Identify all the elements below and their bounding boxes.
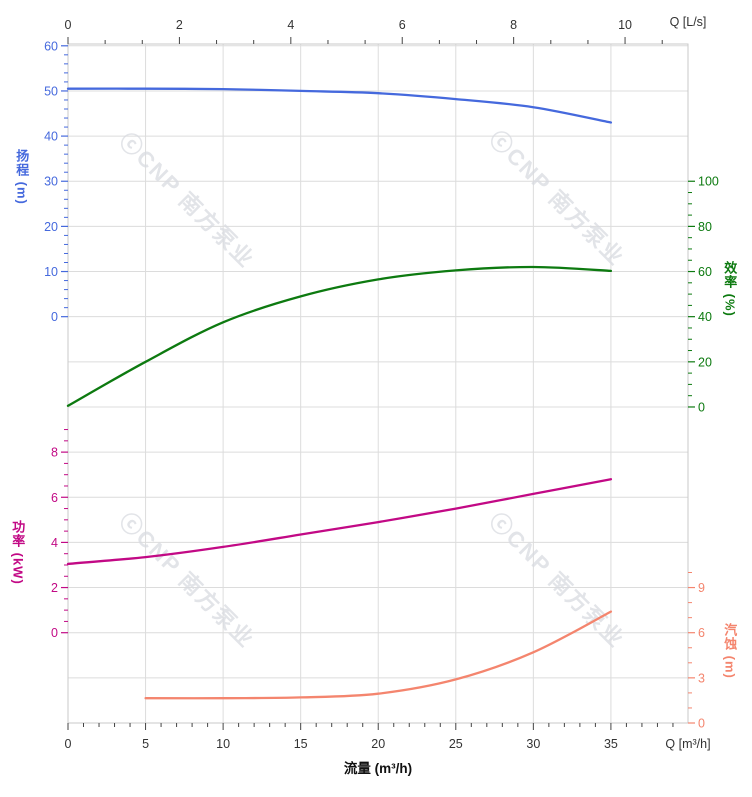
top-tick-label: 2 <box>176 18 183 32</box>
npsh-tick-label: 0 <box>698 717 705 731</box>
bottom-axis-unit-label: Q [m³/h] <box>665 737 711 751</box>
top-tick-label: 6 <box>399 18 406 32</box>
head-tick-label: 60 <box>44 39 58 53</box>
top-tick-label: 10 <box>618 18 632 32</box>
power-tick-label: 0 <box>51 626 58 640</box>
head-tick-label: 0 <box>51 310 58 324</box>
bottom-tick-label: 15 <box>294 737 308 751</box>
efficiency-curve <box>66 265 613 407</box>
watermark-layer: ⓒCNP 南方泵业 ⓒCNP 南方泵业 ⓒCNP 南方泵业 ⓒCNP 南方泵业 <box>114 126 629 653</box>
watermark-text: ⓒCNP 南方泵业 <box>114 128 259 273</box>
watermark-text: ⓒCNP 南方泵业 <box>114 508 259 653</box>
efficiency-tick-label: 100 <box>698 175 719 189</box>
flow-axis-title: 流量 (m³/h) <box>343 761 413 776</box>
head-tick-label: 20 <box>44 220 58 234</box>
top-tick-label: 4 <box>287 18 294 32</box>
top-tick-label: 8 <box>510 18 517 32</box>
head-axis-title: 扬程 (m) <box>14 149 30 205</box>
head-tick-label: 10 <box>44 265 58 279</box>
npsh-tick-label: 9 <box>698 581 705 595</box>
efficiency-axis-title: 效率 (%) <box>722 261 738 317</box>
npsh-tick-label: 6 <box>698 626 705 640</box>
power-curve <box>66 478 613 566</box>
bottom-tick-label: 35 <box>604 737 618 751</box>
bottom-tick-label: 20 <box>371 737 385 751</box>
power-tick-label: 4 <box>51 536 58 550</box>
top-tick-label: 0 <box>65 18 72 32</box>
efficiency-tick-label: 60 <box>698 265 712 279</box>
grid-layer <box>67 43 689 724</box>
efficiency-tick-label: 40 <box>698 310 712 324</box>
watermark-text: ⓒCNP 南方泵业 <box>484 126 629 271</box>
efficiency-tick-label: 80 <box>698 220 712 234</box>
bottom-tick-label: 10 <box>216 737 230 751</box>
power-axis-title: 功率 (kW) <box>10 520 26 585</box>
head-tick-label: 40 <box>44 130 58 144</box>
power-tick-label: 6 <box>51 491 58 505</box>
axis-layer: 0 2 4 6 8 100 5 10 15 20 25 30 350102030405060020406… <box>44 18 719 751</box>
head-tick-label: 30 <box>44 175 58 189</box>
power-tick-label: 2 <box>51 581 58 595</box>
npsh-tick-label: 3 <box>698 671 705 685</box>
head-tick-label: 50 <box>44 84 58 98</box>
head-curve <box>66 87 613 124</box>
bottom-tick-label: 5 <box>142 737 149 751</box>
bottom-tick-label: 25 <box>449 737 463 751</box>
power-tick-label: 8 <box>51 446 58 460</box>
npsh-axis-title: 汽蚀 (m) <box>722 623 738 679</box>
efficiency-tick-label: 20 <box>698 355 712 369</box>
watermark-text: ⓒCNP 南方泵业 <box>484 508 629 653</box>
curve-layer <box>66 87 613 700</box>
top-axis-unit-label: Q [L/s] <box>669 15 707 29</box>
efficiency-tick-label: 0 <box>698 400 705 414</box>
bottom-tick-label: 0 <box>65 737 72 751</box>
npsh-curve <box>144 610 613 700</box>
bottom-tick-label: 30 <box>526 737 540 751</box>
